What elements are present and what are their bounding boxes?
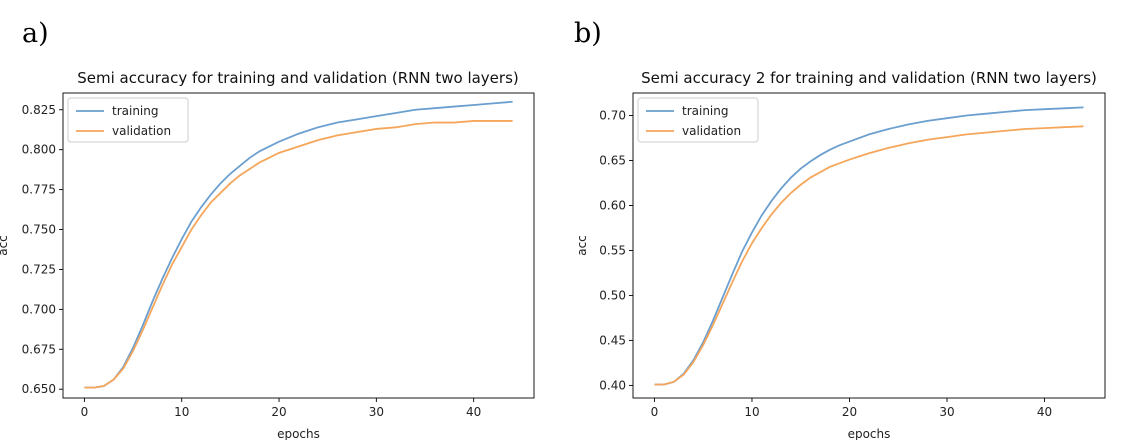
legend-label-training: training — [112, 104, 159, 118]
y-tick-label: 0.60 — [599, 198, 626, 212]
y-tick-label: 0.725 — [22, 262, 56, 276]
legend-label-training: training — [682, 104, 729, 118]
x-tick-label: 10 — [744, 405, 759, 419]
x-tick-label: 40 — [1037, 405, 1052, 419]
y-tick-label: 0.45 — [599, 333, 626, 347]
chart-b: Semi accuracy 2 for training and validat… — [575, 69, 1106, 440]
panel-label-a: a) — [22, 18, 49, 49]
x-tick-label: 10 — [174, 405, 189, 419]
y-tick-label: 0.70 — [599, 108, 626, 122]
series-line-validation — [654, 125, 1084, 386]
x-tick-label: 0 — [651, 405, 659, 419]
x-tick-label: 30 — [939, 405, 954, 419]
plot-frame — [62, 92, 535, 399]
x-tick-label: 20 — [842, 405, 857, 419]
panel-label-b: b) — [574, 18, 602, 49]
y-tick-label: 0.700 — [22, 302, 56, 316]
x-axis-label: epochs — [277, 427, 320, 440]
x-tick-label: 0 — [81, 405, 89, 419]
legend-label-validation: validation — [112, 124, 171, 138]
x-tick-label: 30 — [369, 405, 384, 419]
y-tick-label: 0.775 — [22, 183, 56, 197]
y-tick-label: 0.55 — [599, 243, 626, 257]
y-tick-label: 0.40 — [599, 378, 626, 392]
plot-frame — [632, 92, 1106, 399]
y-tick-label: 0.50 — [599, 288, 626, 302]
x-tick-label: 20 — [271, 405, 286, 419]
legend-label-validation: validation — [682, 124, 741, 138]
chart-title: Semi accuracy 2 for training and validat… — [641, 69, 1097, 87]
y-tick-label: 0.650 — [22, 382, 56, 396]
y-axis-label: acc — [575, 235, 589, 256]
x-tick-label: 40 — [466, 405, 481, 419]
y-tick-label: 0.750 — [22, 223, 56, 237]
chart-a: Semi accuracy for training and validatio… — [0, 69, 535, 440]
x-axis-label: epochs — [848, 427, 891, 440]
series-line-validation — [84, 120, 513, 389]
y-tick-label: 0.825 — [22, 103, 56, 117]
chart-title: Semi accuracy for training and validatio… — [77, 69, 519, 87]
series-line-training — [84, 100, 513, 389]
y-tick-label: 0.675 — [22, 342, 56, 356]
y-tick-label: 0.65 — [599, 153, 626, 167]
y-tick-label: 0.800 — [22, 143, 56, 157]
y-axis-label: acc — [0, 235, 10, 256]
series-line-training — [654, 106, 1084, 386]
